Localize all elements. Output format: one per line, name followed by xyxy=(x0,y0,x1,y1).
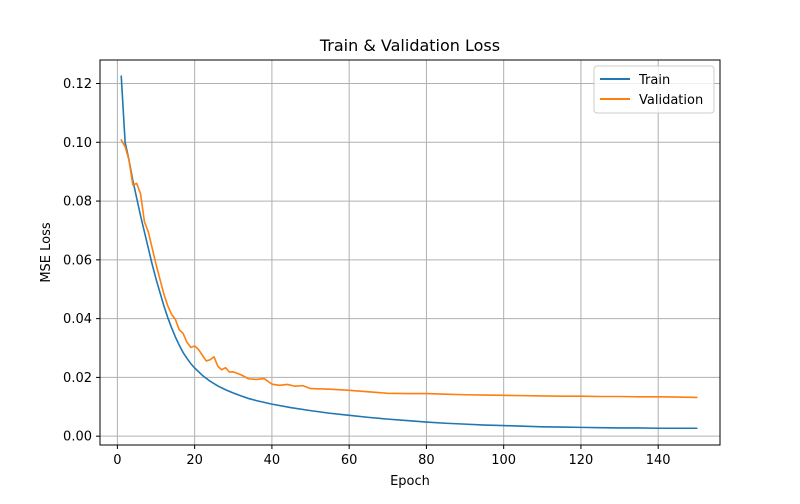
legend-box xyxy=(593,65,715,114)
y-tick-label: 0.12 xyxy=(63,77,92,92)
x-tick-label: 100 xyxy=(491,453,516,468)
legend-label-train: Train xyxy=(638,73,670,88)
ticks: 0 20 40 60 80 100 120 140 0.00 0.02 0.04 0.06 0.08 0.… xyxy=(63,77,671,468)
legend-label-validation: Validation xyxy=(639,93,703,108)
chart-title: Train & Validation Loss xyxy=(319,36,500,55)
grid xyxy=(100,60,720,445)
y-tick-label: 0.10 xyxy=(63,136,92,151)
y-tick-label: 0.06 xyxy=(63,253,92,268)
x-tick-label: 120 xyxy=(569,453,594,468)
x-tick-label: 140 xyxy=(646,453,671,468)
y-tick-label: 0.04 xyxy=(63,312,92,327)
series-group xyxy=(120,75,698,430)
y-tick-label: 0.02 xyxy=(63,371,92,386)
x-tick-label: 40 xyxy=(264,453,281,468)
x-tick-label: 60 xyxy=(341,453,358,468)
plot-frame xyxy=(99,59,721,446)
y-tick-label: 0.00 xyxy=(63,430,92,445)
x-axis-label: Epoch xyxy=(390,474,430,489)
y-tick-label: 0.08 xyxy=(63,195,92,210)
x-tick-label: 0 xyxy=(113,453,121,468)
legend: Train Validation xyxy=(593,65,715,114)
y-axis-label: MSE Loss xyxy=(39,222,54,283)
x-tick-label: 20 xyxy=(186,453,203,468)
series-line-train xyxy=(120,75,698,430)
x-tick-label: 80 xyxy=(418,453,435,468)
series-line-validation xyxy=(120,139,698,399)
